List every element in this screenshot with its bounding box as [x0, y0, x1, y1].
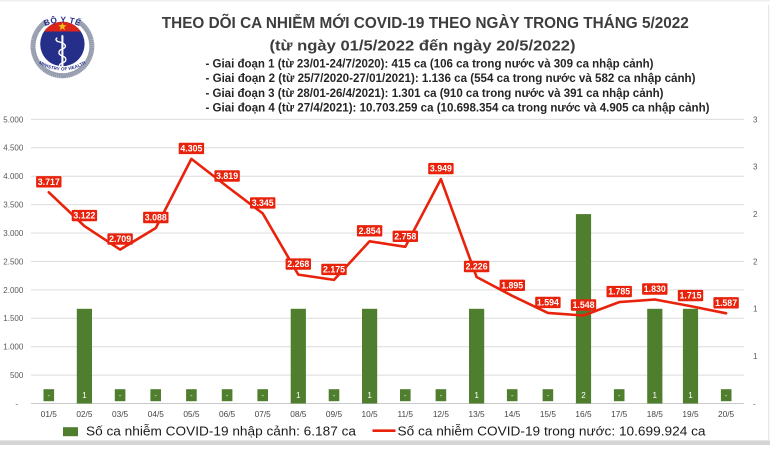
svg-text:4.305: 4.305	[180, 143, 202, 153]
svg-text:15/5: 15/5	[540, 409, 557, 419]
svg-text:Số ca nhiễm COVID-19 nhập cảnh: Số ca nhiễm COVID-19 nhập cảnh: 6.187 ca	[86, 423, 357, 438]
svg-text:04/5: 04/5	[148, 409, 165, 419]
svg-text:3.345: 3.345	[252, 198, 274, 208]
svg-text:1: 1	[653, 391, 658, 400]
svg-text:3: 3	[753, 163, 758, 172]
svg-text:1.594: 1.594	[537, 297, 559, 307]
svg-text:3.949: 3.949	[430, 164, 452, 174]
svg-text:3.500: 3.500	[3, 201, 24, 210]
svg-text:10/5: 10/5	[362, 409, 379, 419]
svg-text:2.709: 2.709	[109, 234, 131, 244]
svg-text:1.785: 1.785	[608, 287, 630, 297]
svg-text:1: 1	[367, 391, 372, 400]
svg-text:THEO DÕI CA NHIỄM MỚI COVID-19: THEO DÕI CA NHIỄM MỚI COVID-19 THEO NGÀY…	[162, 12, 689, 32]
svg-text:1.548: 1.548	[572, 300, 594, 310]
svg-text:12/5: 12/5	[433, 409, 450, 419]
svg-text:3.088: 3.088	[145, 213, 167, 223]
svg-text:06/5: 06/5	[219, 409, 236, 419]
svg-text:2.500: 2.500	[3, 257, 24, 266]
svg-text:1.587: 1.587	[715, 298, 737, 308]
svg-text:Số ca nhiễm COVID-19 trong nướ: Số ca nhiễm COVID-19 trong nước: 10.699.…	[398, 423, 707, 438]
svg-text:2: 2	[753, 210, 758, 219]
svg-text:1: 1	[753, 305, 758, 314]
svg-text:-: -	[753, 399, 756, 408]
svg-text:18/5: 18/5	[647, 409, 664, 419]
svg-text:2.854: 2.854	[359, 226, 381, 236]
svg-text:(từ ngày 01/5/2022 đến ngày 20: (từ ngày 01/5/2022 đến ngày 20/5/2022)	[270, 37, 576, 54]
svg-text:- Giai đoạn 4 (từ 27/4/2021):: - Giai đoạn 4 (từ 27/4/2021): 10.703.259…	[206, 101, 710, 115]
svg-text:08/5: 08/5	[290, 409, 307, 419]
svg-text:3.000: 3.000	[3, 229, 24, 238]
svg-text:- Giai đoạn 1 (từ 23/01-24/7/2: - Giai đoạn 1 (từ 23/01-24/7/2020): 415 …	[206, 56, 654, 70]
svg-text:1: 1	[688, 391, 693, 400]
svg-text:1.895: 1.895	[501, 280, 523, 290]
svg-text:2.268: 2.268	[287, 259, 309, 269]
svg-text:-: -	[15, 399, 18, 408]
svg-text:11/5: 11/5	[398, 409, 414, 419]
svg-text:2.226: 2.226	[466, 262, 488, 272]
svg-text:1: 1	[82, 391, 87, 400]
svg-text:3.717: 3.717	[38, 177, 60, 187]
svg-text:17/5: 17/5	[611, 409, 628, 419]
svg-text:1: 1	[753, 352, 758, 361]
svg-text:19/5: 19/5	[682, 409, 699, 419]
svg-text:07/5: 07/5	[255, 409, 272, 419]
svg-text:1.000: 1.000	[3, 343, 24, 352]
svg-text:3.122: 3.122	[73, 211, 95, 221]
svg-text:05/5: 05/5	[183, 409, 200, 419]
svg-text:3.819: 3.819	[216, 171, 238, 181]
svg-text:2: 2	[753, 257, 758, 266]
svg-text:1.830: 1.830	[644, 284, 666, 294]
svg-text:03/5: 03/5	[112, 409, 129, 419]
svg-text:2.175: 2.175	[323, 264, 345, 274]
svg-text:5.000: 5.000	[3, 115, 24, 124]
svg-text:2.000: 2.000	[3, 286, 24, 295]
svg-text:2.758: 2.758	[394, 231, 416, 241]
svg-text:500: 500	[10, 371, 24, 380]
svg-text:1.500: 1.500	[3, 314, 24, 323]
svg-text:13/5: 13/5	[469, 409, 486, 419]
svg-text:09/5: 09/5	[326, 409, 343, 419]
svg-text:02/5: 02/5	[76, 409, 93, 419]
svg-text:- Giai đoạn 2 (từ 25/7/2020-27: - Giai đoạn 2 (từ 25/7/2020-27/01/2021):…	[206, 71, 696, 85]
svg-text:- Giai đoạn 3 (từ 28/01-26/4/2: - Giai đoạn 3 (từ 28/01-26/4/2021): 1.30…	[206, 86, 664, 100]
svg-text:1: 1	[474, 391, 479, 400]
svg-text:1: 1	[296, 391, 301, 400]
svg-text:20/5: 20/5	[718, 409, 735, 419]
svg-text:4.500: 4.500	[3, 144, 24, 153]
svg-text:14/5: 14/5	[504, 409, 521, 419]
svg-text:1.715: 1.715	[679, 291, 701, 301]
svg-text:01/5: 01/5	[41, 409, 58, 419]
svg-text:2: 2	[581, 391, 586, 400]
svg-text:3: 3	[753, 115, 758, 124]
svg-text:4.000: 4.000	[3, 172, 24, 181]
svg-text:16/5: 16/5	[575, 409, 592, 419]
